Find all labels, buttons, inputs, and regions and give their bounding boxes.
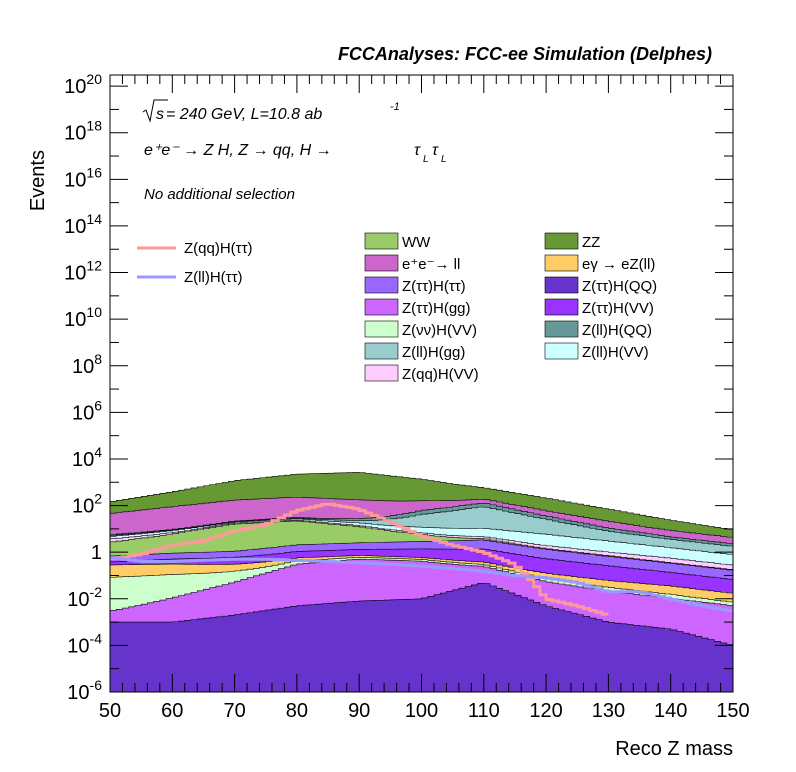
legend-label: Z(νν)H(VV) (402, 322, 477, 339)
legend-swatch (544, 342, 579, 360)
y-tick-label: 10-6 (67, 677, 102, 704)
legend-label: Z(ll)H(QQ) (582, 322, 652, 339)
annotation-block: s = 240 GeV, L=10.8 ab -1 e⁺e⁻ → Z H, Z … (142, 99, 447, 203)
lumi-exponent: -1 (390, 101, 400, 113)
x-tick-label: 80 (286, 700, 308, 722)
x-axis: 50 60 70 80 90 100 110 120 130 140 150 (99, 75, 750, 722)
stack-area-z-h-qq (110, 583, 733, 692)
x-tick-label: 130 (592, 700, 625, 722)
legend-label: Z(qq)H(VV) (402, 366, 479, 383)
x-tick-label: 140 (654, 700, 687, 722)
legend-swatch (544, 276, 579, 294)
y-tick-label: 102 (72, 491, 102, 518)
x-tick-label: 150 (716, 700, 749, 722)
x-tick-label: 50 (99, 700, 121, 722)
legend-swatch (364, 298, 399, 316)
y-tick-label: 10-2 (67, 584, 102, 611)
selection-text: No additional selection (144, 186, 295, 203)
tau-2-sub: L (441, 154, 447, 165)
sqrt-symbol (142, 99, 168, 123)
legend-label: Z(ττ)H(QQ) (582, 278, 657, 295)
legend-background: WW ZZ e⁺e⁻→ ll eγ → eZ(ll) Z(ττ)H(ττ) Z(ττ)H(… (364, 232, 657, 383)
legend-label: WW (402, 234, 431, 251)
x-tick-label: 100 (405, 700, 438, 722)
y-tick-label: 104 (72, 444, 102, 471)
legend-swatch (544, 254, 579, 272)
y-tick-label: 1018 (64, 118, 102, 145)
y-tick-label: 1016 (64, 164, 102, 191)
legend-signal-label: Z(qq)H(ττ) (184, 240, 253, 257)
legend-label: ZZ (582, 234, 600, 251)
energy-lumi-text: = 240 GeV, L=10.8 ab (166, 106, 322, 123)
legend-label: Z(ττ)H(gg) (402, 300, 471, 317)
chart-header-title: FCCAnalyses: FCC-ee Simulation (Delphes) (338, 44, 712, 64)
process-text: e⁺e⁻ → Z H, Z → qq, H → (144, 142, 332, 159)
legend-label: e⁺e⁻→ ll (402, 256, 460, 273)
y-tick-label: 1010 (64, 304, 102, 331)
sqrt-s: s (156, 106, 164, 123)
legend-swatch (364, 342, 399, 360)
legend-signal-label: Z(ll)H(ττ) (184, 269, 243, 286)
legend-label: Z(ll)H(gg) (402, 344, 465, 361)
tau-2: τ (432, 142, 439, 159)
y-tick-label: 10-4 (67, 630, 102, 657)
legend-swatch (544, 320, 579, 338)
y-tick-label: 1020 (64, 71, 102, 98)
y-tick-label: 108 (72, 351, 102, 378)
legend-label: Z(ll)H(VV) (582, 344, 649, 361)
legend-swatch (364, 254, 399, 272)
x-tick-label: 70 (223, 700, 245, 722)
x-tick-label: 60 (161, 700, 183, 722)
legend-signal: Z(qq)H(ττ) Z(ll)H(ττ) (137, 240, 253, 286)
legend-label: Z(ττ)H(ττ) (402, 278, 466, 295)
tau-1-sub: L (423, 154, 429, 165)
tau-1: τ (414, 142, 421, 159)
legend-label: eγ → eZ(ll) (582, 256, 655, 273)
legend-swatch (544, 298, 579, 316)
signal-curves (110, 502, 733, 616)
x-tick-label: 110 (468, 700, 500, 722)
x-tick-label: 90 (348, 700, 370, 722)
legend-swatch (544, 232, 579, 250)
y-tick-label: 1012 (64, 258, 102, 285)
legend-swatch (364, 364, 399, 382)
y-tick-label: 106 (72, 397, 102, 424)
legend-swatch (364, 276, 399, 294)
x-axis-title: Reco Z mass (615, 738, 733, 760)
signal-line-z-ll-h (110, 556, 733, 612)
stacked-backgrounds (110, 472, 733, 692)
y-axis-title: Events (27, 150, 49, 211)
y-axis: 10-6 10-4 10-2 1 102 104 106 108 1010 1012 1014 101… (64, 71, 733, 704)
signal-line-z-qq-h (110, 502, 609, 616)
legend-swatch (364, 232, 399, 250)
legend-label: Z(ττ)H(VV) (582, 300, 654, 317)
y-tick-label: 1014 (64, 211, 102, 238)
y-tick-label: 1 (91, 542, 102, 564)
legend-swatch (364, 320, 399, 338)
x-tick-label: 120 (529, 700, 562, 722)
